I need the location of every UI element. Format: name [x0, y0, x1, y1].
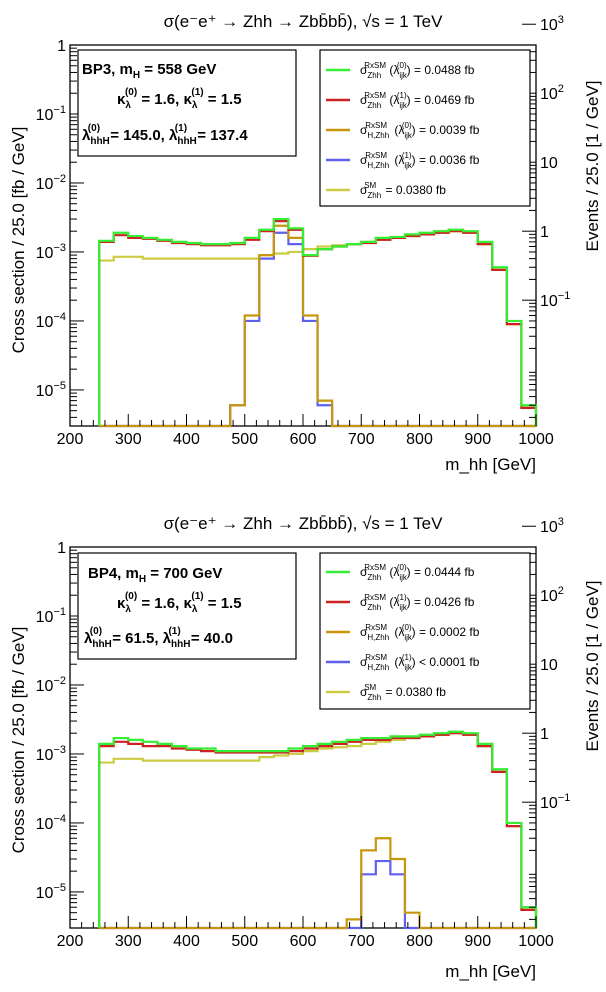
info-line-benchmark: BP4, mH = 700 GeV — [88, 565, 222, 585]
svg-text:σZhhSM = 0.0380 fb: σZhhSM = 0.0380 fb — [360, 683, 446, 702]
series-line — [98, 730, 538, 928]
info-line-kappa: κλ(0) = 1.6, κλ(1) = 1.5 — [117, 87, 242, 111]
plot-axes: 200 300 400 500 600 700 800 900 1000 1 10−1 10−2 10−… — [36, 516, 571, 950]
x-axis-label: m_hh [GeV] — [445, 962, 536, 981]
x-tick-label: 400 — [173, 933, 200, 950]
y-tick-label: 1 — [57, 540, 66, 557]
x-tick-label: 500 — [231, 933, 258, 950]
x-tick-label: 800 — [406, 933, 433, 950]
x-tick-label: 600 — [290, 933, 317, 950]
y-tick-label: 10−5 — [36, 380, 66, 400]
info-box: BP3, mH = 558 GeV κλ(0) = 1.6, κλ(1) = 1… — [77, 49, 297, 157]
y2-tick-label: 1 — [540, 726, 549, 743]
svg-text:σZhhRxSM (λijk(1)) = 0.0426 fb: σZhhRxSM (λijk(1)) = 0.0426 fb — [360, 593, 475, 612]
y2-axis-label: Events / 25.0 [1 / GeV] — [583, 580, 602, 751]
info-line-lambda: λhhH(0) = 145.0, λhhH(1) = 137.4 — [82, 123, 248, 147]
x-tick-label: 600 — [290, 431, 317, 448]
y-tick-label: 10−1 — [36, 606, 66, 626]
y-tick-label: 10−2 — [36, 675, 66, 695]
legend-entry-sm: σZhhSM = 0.0380 fb — [326, 683, 446, 702]
y-tick-label: 10−1 — [36, 104, 66, 124]
svg-text:σZhhSM = 0.0380 fb: σZhhSM = 0.0380 fb — [360, 181, 446, 200]
y-tick-label: 10−4 — [36, 813, 66, 833]
y2-axis-label: Events / 25.0 [1 / GeV] — [583, 80, 602, 251]
plot-area-series — [98, 730, 538, 930]
x-tick-label: 900 — [464, 933, 491, 950]
y2-tick-label: 103 — [540, 516, 564, 536]
x-tick-label: 400 — [173, 431, 200, 448]
x-tick-label: 800 — [406, 431, 433, 448]
svg-text:σZhhRxSM (λijk(0)) = 0.0488 fb: σZhhRxSM (λijk(0)) = 0.0488 fb — [360, 61, 475, 80]
y-tick-label: 10−5 — [36, 882, 66, 902]
x-tick-label: 300 — [115, 933, 142, 950]
info-line-benchmark: BP3, mH = 558 GeV — [82, 61, 216, 81]
svg-text:σZhhRxSM (λijk(0)) = 0.0444 fb: σZhhRxSM (λijk(0)) = 0.0444 fb — [360, 563, 475, 582]
x-tick-label: 300 — [115, 431, 142, 448]
x-tick-label: 1000 — [518, 933, 554, 950]
plot-area-series — [98, 217, 538, 428]
x-tick-label: 700 — [348, 431, 375, 448]
info-line-kappa: κλ(0) = 1.6, κλ(1) = 1.5 — [117, 591, 242, 615]
x-axis-label: m_hh [GeV] — [445, 455, 536, 474]
y2-tick-label: 102 — [540, 585, 564, 605]
info-line-lambda: λhhH(0) = 61.5, λhhH(1) = 40.0 — [84, 626, 233, 650]
x-tick-label: 500 — [231, 431, 258, 448]
y2-tick-label: 1 — [540, 224, 549, 241]
info-box: BP4, mH = 700 GeV κλ(0) = 1.6, κλ(1) = 1… — [77, 552, 297, 660]
chart-panel-bp3: σ(e⁻e⁺ → Zhh → Zbb̄bb̄), √s = 1 TeV Cros… — [9, 12, 602, 474]
y-tick-label: 10−3 — [36, 242, 66, 262]
y2-tick-label: 102 — [540, 83, 564, 103]
y2-tick-label: 10−1 — [540, 792, 570, 812]
x-tick-label: 200 — [57, 933, 84, 950]
legend-entry-rxsm-1: σZhhRxSM (λijk(1)) = 0.0426 fb — [326, 593, 475, 612]
legend-entry-rxsm-0: σZhhRxSM (λijk(0)) = 0.0488 fb — [326, 61, 475, 80]
legend: σZhhRxSM (λijk(0)) = 0.0444 fb σZhhRxSM … — [319, 552, 531, 710]
legend: σZhhRxSM (λijk(0)) = 0.0488 fb σZhhRxSM … — [319, 49, 531, 207]
y-axis-label: Cross section / 25.0 [fb / GeV] — [9, 627, 28, 854]
y2-tick-label: 10 — [540, 657, 558, 674]
legend-entry-sm: σZhhSM = 0.0380 fb — [326, 181, 446, 200]
y2-tick-label: 103 — [540, 14, 564, 34]
y-axis-label: Cross section / 25.0 [fb / GeV] — [9, 127, 28, 354]
x-tick-label: 700 — [348, 933, 375, 950]
x-tick-label: 200 — [57, 431, 84, 448]
chart-panel-bp4: σ(e⁻e⁺ → Zhh → Zbb̄bb̄), √s = 1 TeV Cros… — [9, 514, 602, 981]
svg-text:σZhhRxSM (λijk(1)) = 0.0469 fb: σZhhRxSM (λijk(1)) = 0.0469 fb — [360, 91, 475, 110]
y2-tick-label: 10−1 — [540, 290, 570, 310]
y-tick-label: 10−2 — [36, 173, 66, 193]
chart-title: σ(e⁻e⁺ → Zhh → Zbb̄bb̄), √s = 1 TeV — [164, 514, 444, 533]
series-line — [98, 217, 538, 426]
y-tick-label: 1 — [57, 38, 66, 55]
legend-entry-rxsm-0: σZhhRxSM (λijk(0)) = 0.0444 fb — [326, 563, 475, 582]
x-tick-label: 1000 — [518, 431, 554, 448]
y2-tick-label: 10 — [540, 155, 558, 172]
chart-title: σ(e⁻e⁺ → Zhh → Zbb̄bb̄), √s = 1 TeV — [164, 12, 444, 31]
x-tick-label: 900 — [464, 431, 491, 448]
legend-entry-rxsm-1: σZhhRxSM (λijk(1)) = 0.0469 fb — [326, 91, 475, 110]
y-tick-label: 10−3 — [36, 744, 66, 764]
y-tick-label: 10−4 — [36, 311, 66, 331]
